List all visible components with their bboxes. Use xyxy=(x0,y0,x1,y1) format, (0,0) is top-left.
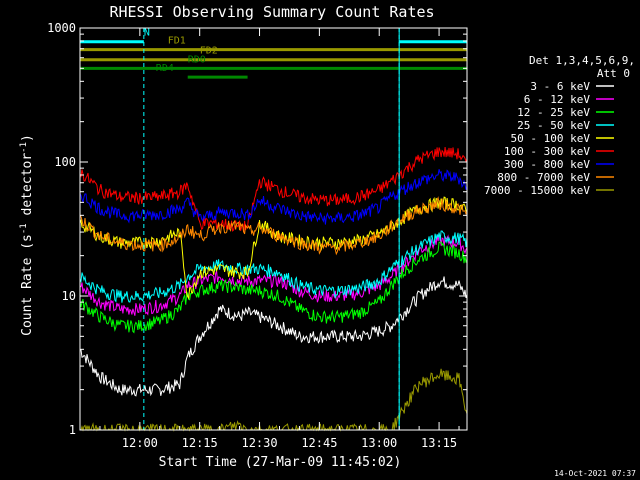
legend-label-5: 100 - 300 keV xyxy=(504,145,590,158)
y-label-end: ) xyxy=(20,134,35,142)
series-line-6 xyxy=(79,169,468,225)
flag-label-0: N xyxy=(144,28,150,39)
legend-label-0: 3 - 6 keV xyxy=(530,80,590,93)
y-axis-label: Count Rate (s-1 detector-1) xyxy=(19,134,35,336)
legend-label-8: 7000 - 15000 keV xyxy=(484,184,590,197)
flag-label-4: RD4 xyxy=(156,63,174,74)
timestamp: 14-Oct-2021 07:37 xyxy=(554,469,636,478)
legend-label-1: 6 - 12 keV xyxy=(524,93,591,106)
x-tick-label-4: 13:00 xyxy=(361,436,397,450)
series-line-2 xyxy=(79,241,468,334)
series-layer xyxy=(79,147,468,432)
x-axis: 12:00 12:15 12:30 12:45 13:00 13:15 xyxy=(99,28,460,450)
legend-label-7: 800 - 7000 keV xyxy=(497,171,590,184)
x-tick-label-1: 12:15 xyxy=(182,436,218,450)
y-label-base: Count Rate (s xyxy=(20,234,35,336)
flag-label-2: FD2 xyxy=(200,46,218,57)
series-line-1 xyxy=(79,233,468,316)
series-line-3 xyxy=(79,230,468,303)
x-tick-label-2: 12:30 xyxy=(241,436,277,450)
legend-label-2: 12 - 25 keV xyxy=(517,106,590,119)
x-tick-label-5: 13:15 xyxy=(421,436,457,450)
flag-label-3: RD0 xyxy=(188,54,206,65)
series-line-5 xyxy=(79,147,468,233)
y-tick-label-2: 100 xyxy=(54,155,76,169)
y-tick-label-0: 1 xyxy=(69,423,76,437)
legend-label-6: 300 - 800 keV xyxy=(504,158,590,171)
chart-title: RHESSI Observing Summary Count Rates xyxy=(109,3,434,21)
series-line-7 xyxy=(79,196,468,256)
legend-header-detectors: Det 1,3,4,5,6,9, xyxy=(529,54,635,67)
y-label-exp1: -1 xyxy=(19,223,29,234)
y-label-exp2: -1 xyxy=(19,142,29,153)
x-tick-label-0: 12:00 xyxy=(122,436,158,450)
y-axis: 1 10 100 1000 xyxy=(47,21,467,437)
x-axis-label: Start Time (27-Mar-09 11:45:02) xyxy=(159,455,402,470)
y-label-mid: detector xyxy=(20,153,35,224)
series-line-8 xyxy=(80,368,468,432)
legend-label-4: 50 - 100 keV xyxy=(511,132,591,145)
plot-frame xyxy=(79,27,468,431)
y-tick-label-3: 1000 xyxy=(47,21,76,35)
y-tick-label-1: 10 xyxy=(62,289,76,303)
series-line-0 xyxy=(79,276,468,397)
legend-header-attenuator: Att 0 xyxy=(597,67,630,80)
flag-label-1: FD1 xyxy=(168,36,186,47)
legend-label-3: 25 - 50 keV xyxy=(517,119,590,132)
x-tick-label-3: 12:45 xyxy=(301,436,337,450)
